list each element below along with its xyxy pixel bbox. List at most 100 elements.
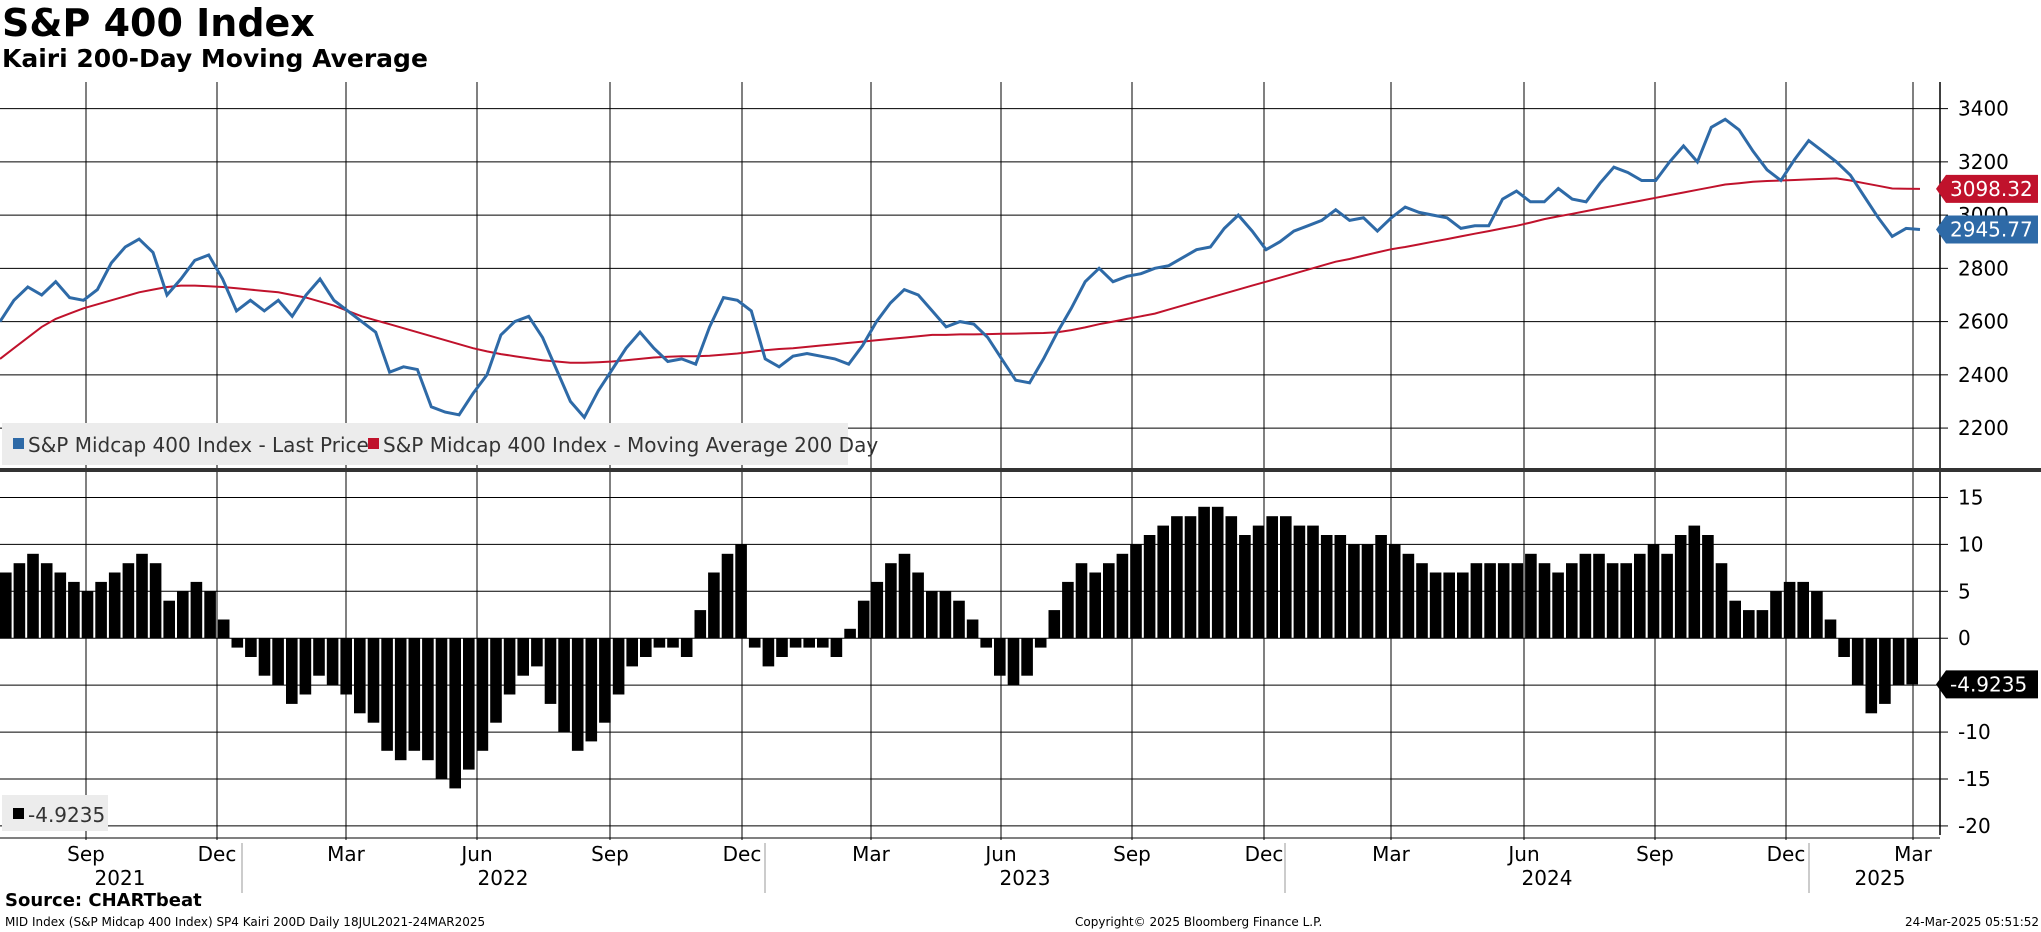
kairi-bar — [1470, 563, 1483, 639]
kairi-bar — [776, 638, 788, 657]
x-year-label: 2024 — [1522, 866, 1573, 890]
kairi-bar — [408, 638, 421, 751]
kairi-bar — [1484, 563, 1496, 639]
kairi-bar — [367, 638, 380, 723]
kairi-bar — [680, 638, 693, 657]
source-note: Source: CHARTbeat — [5, 890, 202, 911]
kairi-bar — [1865, 638, 1878, 714]
footer-timestamp: 24-Mar-2025 05:51:52 — [1905, 915, 2040, 929]
kairi-bar — [1688, 525, 1701, 639]
kairi-bar — [1266, 516, 1278, 639]
kairi-bar — [599, 638, 611, 723]
top-y-tick-label: 3400 — [1958, 97, 2009, 121]
legend-swatch-moving-average — [368, 438, 379, 449]
kairi-bar — [177, 591, 189, 639]
x-month-label: Mar — [327, 842, 366, 866]
legend-label-last-price: S&P Midcap 400 Index - Last Price — [28, 433, 369, 457]
kairi-bar — [1075, 563, 1088, 639]
price-value-tag-text: 2945.77 — [1950, 218, 2033, 242]
kairi-bar — [871, 581, 884, 639]
x-month-label: Dec — [723, 842, 762, 866]
kairi-bar — [435, 638, 448, 779]
kairi-bar — [1171, 516, 1183, 639]
kairi-bar — [1225, 516, 1238, 639]
kairi-bar — [381, 638, 393, 751]
kairi-bar — [1606, 563, 1619, 639]
kairi-bar — [980, 638, 992, 648]
kairi-bar — [13, 563, 26, 639]
kairi-bar — [1783, 581, 1796, 639]
x-month-label: Jun — [1506, 842, 1539, 866]
x-year-label: 2025 — [1855, 866, 1906, 890]
kairi-bar — [1402, 553, 1415, 639]
top-y-tick-label: 2400 — [1958, 363, 2009, 387]
kairi-bar — [1007, 638, 1020, 686]
ma-value-tag-box — [1936, 174, 2038, 203]
kairi-bar — [1729, 600, 1741, 639]
kairi-bar — [1239, 535, 1251, 639]
kairi-bar — [1143, 535, 1156, 639]
kairi-bar — [1429, 572, 1442, 639]
kairi-bar — [1103, 563, 1115, 639]
kairi-bar — [1593, 553, 1605, 639]
kairi-bar — [857, 600, 870, 639]
kairi-bar — [1375, 535, 1387, 639]
kairi-bar — [544, 638, 557, 704]
kairi-bar — [1756, 610, 1769, 639]
kairi-bar — [994, 638, 1006, 676]
kairi-bar — [585, 638, 598, 742]
x-month-label: Mar — [1372, 842, 1411, 866]
kairi-bar — [299, 638, 312, 695]
price-value-tag-box — [1936, 215, 2038, 244]
kairi-bar — [1293, 525, 1306, 639]
kairi-bar — [340, 638, 352, 695]
kairi-bar — [735, 544, 747, 639]
kairi-bar — [1348, 544, 1360, 639]
legend-label-moving-average: S&P Midcap 400 Index - Moving Average 20… — [383, 433, 878, 457]
kairi-bar — [953, 600, 965, 639]
x-year-label: 2021 — [95, 866, 146, 890]
kairi-bar — [1497, 563, 1510, 639]
kairi-bar — [136, 553, 148, 639]
bottom-y-tick-label: 0 — [1958, 626, 1971, 650]
top-y-tick-label: 3200 — [1958, 150, 2009, 174]
kairi-bar — [313, 638, 325, 676]
legend-swatch-last-price — [13, 438, 24, 449]
kairi-bar — [1566, 563, 1578, 639]
kairi-value-tag: -4.9235 — [1936, 670, 2038, 699]
kairi-bar — [1511, 563, 1524, 639]
kairi-bar — [517, 638, 529, 676]
kairi-bar — [354, 638, 366, 714]
kairi-bar — [449, 638, 461, 789]
bottom-y-tick-label: -20 — [1958, 814, 1991, 838]
series-line-last-price — [0, 117, 1921, 421]
x-month-label: Dec — [1767, 842, 1806, 866]
kairi-bar — [108, 572, 121, 639]
kairi-bar — [1634, 553, 1646, 639]
legend-box — [2, 423, 848, 465]
kairi-bar — [1838, 638, 1850, 657]
kairi-bar — [1388, 544, 1401, 639]
kairi-bar — [898, 553, 911, 639]
ma-value-tag: 3098.32 — [1936, 174, 2038, 203]
bottom-legend-label: -4.9235 — [28, 803, 105, 827]
kairi-bar — [1211, 506, 1224, 639]
kairi-bar — [1252, 525, 1265, 639]
kairi-bar — [1198, 506, 1210, 639]
ma-value-tag-text: 3098.32 — [1950, 177, 2033, 201]
price-value-tag: 2945.77 — [1936, 215, 2038, 244]
kairi-bar — [245, 638, 257, 657]
x-year-label: 2022 — [478, 866, 529, 890]
x-month-label: Sep — [1113, 842, 1151, 866]
top-y-tick-label: 2600 — [1958, 310, 2009, 334]
kairi-bar — [394, 638, 407, 761]
kairi-bar — [1538, 563, 1551, 639]
kairi-bar — [694, 610, 707, 639]
kairi-bar — [885, 563, 897, 639]
kairi-bar — [1443, 572, 1455, 639]
bottom-y-tick-label: 5 — [1958, 579, 1971, 603]
top-y-tick-label: 2800 — [1958, 256, 2009, 280]
kairi-bar — [286, 638, 298, 704]
bottom-y-tick-label: 10 — [1958, 532, 1983, 556]
